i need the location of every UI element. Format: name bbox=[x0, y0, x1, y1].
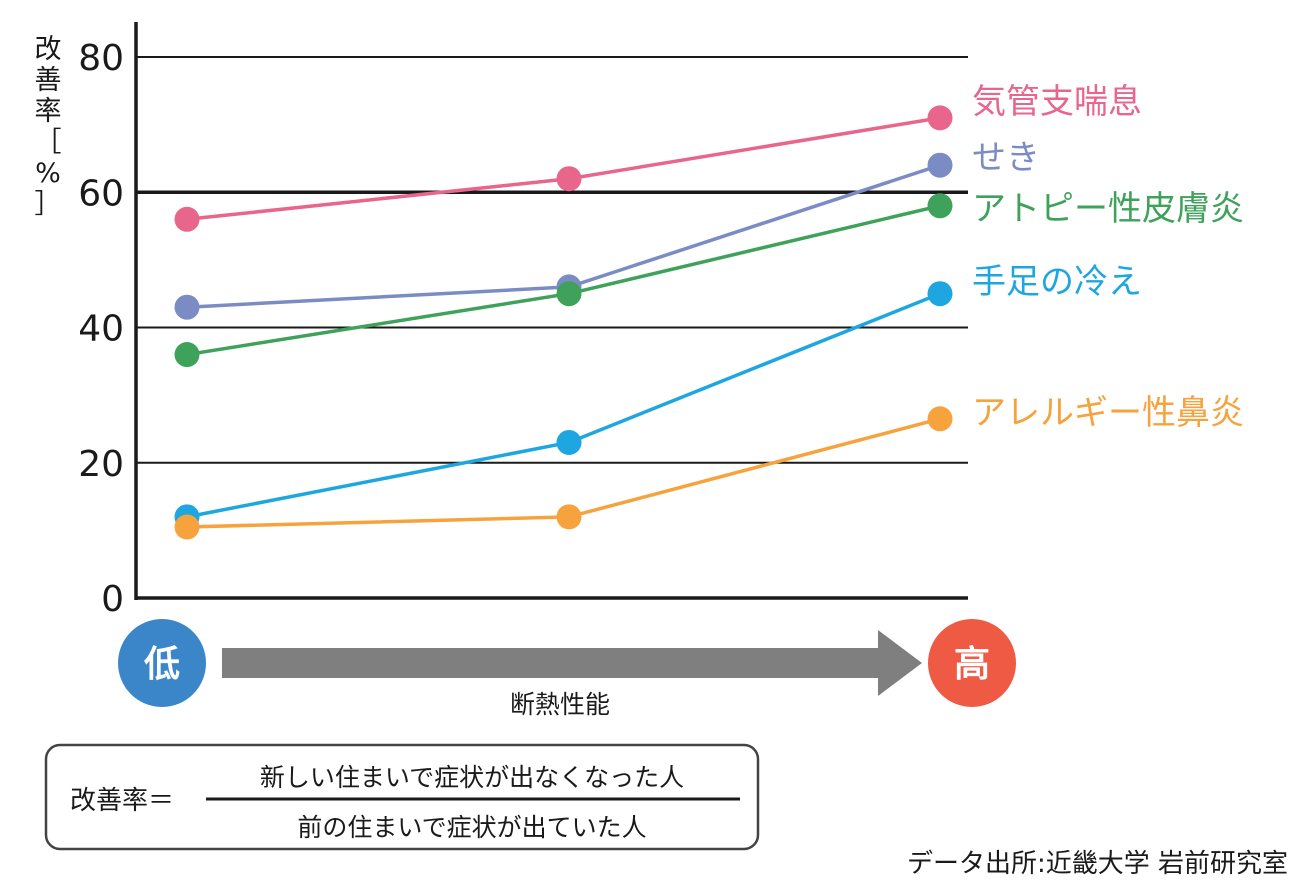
series-4 bbox=[174, 406, 953, 540]
data-point bbox=[556, 504, 582, 530]
data-point bbox=[927, 105, 953, 131]
data-point bbox=[174, 342, 200, 368]
data-point bbox=[556, 429, 582, 455]
data-point bbox=[174, 514, 200, 540]
data-point bbox=[927, 152, 953, 178]
y-tick-label: 80 bbox=[78, 38, 124, 79]
y-tick-label: 60 bbox=[78, 173, 124, 214]
data-point bbox=[556, 166, 582, 192]
low-badge bbox=[118, 619, 206, 707]
x-axis-label: 断熱性能 bbox=[510, 690, 610, 719]
series-label: 手足の冷え bbox=[972, 262, 1142, 302]
formula-lhs: 改善率＝ bbox=[70, 786, 174, 816]
data-point bbox=[556, 281, 582, 307]
series-3 bbox=[174, 281, 953, 530]
y-tick-label: 40 bbox=[78, 309, 124, 350]
formula-denominator: 前の住まいで症状が出ていた人 bbox=[297, 813, 646, 842]
y-tick-label: 20 bbox=[78, 444, 124, 485]
direction-arrow-shaft bbox=[222, 648, 880, 678]
formula-numerator: 新しい住まいで症状が出なくなった人 bbox=[260, 763, 684, 792]
axes bbox=[134, 22, 968, 600]
x-axis-indicator: 低 高 断熱性能 bbox=[118, 619, 1016, 719]
data-point bbox=[174, 294, 200, 320]
series-2 bbox=[174, 193, 953, 368]
formula-box: 改善率＝ 新しい住まいで症状が出なくなった人 前の住まいで症状が出ていた人 bbox=[44, 743, 760, 851]
low-badge-label: 低 bbox=[144, 644, 180, 685]
y-tick-label: 0 bbox=[101, 579, 124, 620]
data-point bbox=[927, 406, 953, 432]
series-0 bbox=[174, 105, 953, 232]
series bbox=[174, 105, 953, 540]
y-axis-label-text: 改善率［%］ bbox=[35, 34, 62, 220]
source-note: データ出所:近畿大学 岩前研究室 bbox=[907, 849, 1288, 879]
y-tick-labels: 0 20 40 60 80 bbox=[78, 38, 124, 620]
grid-lines bbox=[136, 56, 968, 464]
y-axis-label: 改善率［%］ bbox=[35, 34, 62, 220]
series-label: せき bbox=[972, 138, 1040, 178]
data-point bbox=[927, 193, 953, 219]
series-label: アトピー性皮膚炎 bbox=[972, 189, 1244, 229]
formula-frame bbox=[44, 743, 760, 851]
high-badge-label: 高 bbox=[954, 644, 990, 685]
series-label: アレルギー性鼻炎 bbox=[972, 393, 1244, 433]
series-label: 気管支喘息 bbox=[972, 82, 1142, 122]
high-badge bbox=[928, 619, 1016, 707]
direction-arrow-head bbox=[878, 630, 922, 696]
data-point bbox=[174, 206, 200, 232]
data-point bbox=[927, 281, 953, 307]
